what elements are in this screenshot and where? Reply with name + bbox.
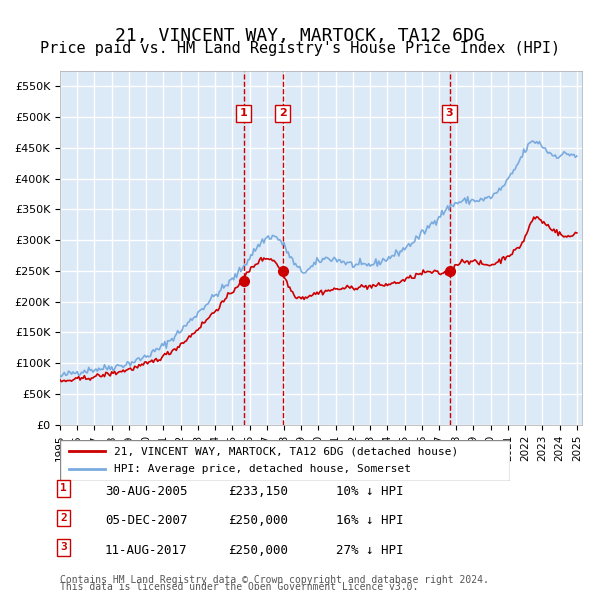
Text: 16% ↓ HPI: 16% ↓ HPI	[336, 514, 404, 527]
Text: 2: 2	[279, 109, 286, 118]
Text: 27% ↓ HPI: 27% ↓ HPI	[336, 544, 404, 557]
Text: 3: 3	[446, 109, 454, 118]
Text: 30-AUG-2005: 30-AUG-2005	[105, 485, 187, 498]
FancyBboxPatch shape	[60, 440, 510, 481]
Text: 1: 1	[60, 483, 67, 493]
Text: 3: 3	[60, 542, 67, 552]
Text: 21, VINCENT WAY, MARTOCK, TA12 6DG (detached house): 21, VINCENT WAY, MARTOCK, TA12 6DG (deta…	[114, 446, 458, 456]
Text: 10% ↓ HPI: 10% ↓ HPI	[336, 485, 404, 498]
Text: £250,000: £250,000	[228, 544, 288, 557]
Text: Price paid vs. HM Land Registry's House Price Index (HPI): Price paid vs. HM Land Registry's House …	[40, 41, 560, 56]
Bar	[244, 71, 283, 425]
Text: Contains HM Land Registry data © Crown copyright and database right 2024.: Contains HM Land Registry data © Crown c…	[60, 575, 489, 585]
Text: £233,150: £233,150	[228, 485, 288, 498]
Text: 11-AUG-2017: 11-AUG-2017	[105, 544, 187, 557]
Text: 21, VINCENT WAY, MARTOCK, TA12 6DG: 21, VINCENT WAY, MARTOCK, TA12 6DG	[115, 27, 485, 45]
Text: 2: 2	[60, 513, 67, 523]
Text: 05-DEC-2007: 05-DEC-2007	[105, 514, 187, 527]
Text: 1: 1	[240, 109, 248, 118]
Text: HPI: Average price, detached house, Somerset: HPI: Average price, detached house, Some…	[114, 464, 411, 474]
Text: £250,000: £250,000	[228, 514, 288, 527]
Text: This data is licensed under the Open Government Licence v3.0.: This data is licensed under the Open Gov…	[60, 582, 418, 590]
